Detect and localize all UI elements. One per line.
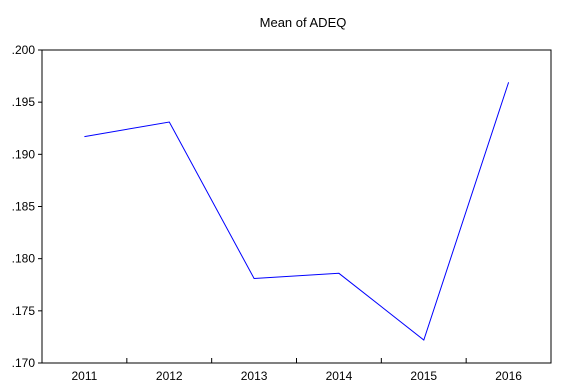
series-line <box>84 82 510 341</box>
series-group <box>84 82 510 341</box>
chart-title: Mean of ADEQ <box>260 15 347 30</box>
x-tick-label: 2016 <box>495 369 522 383</box>
y-tick-label: .175 <box>12 304 36 318</box>
x-tick-label: 2013 <box>241 369 268 383</box>
y-axis: .170 .175 .180 .185 .190 .195 .200 <box>12 43 42 370</box>
x-tick-label: 2015 <box>410 369 437 383</box>
y-tick-label: .185 <box>12 200 36 214</box>
x-tick-label: 2012 <box>156 369 183 383</box>
x-tick-label: 2014 <box>326 369 353 383</box>
y-tick-label: .180 <box>12 252 36 266</box>
plot-frame <box>41 49 552 364</box>
y-tick-label: .190 <box>12 147 36 161</box>
x-axis: 2011 2012 2013 2014 2015 2016 <box>72 358 522 383</box>
x-tick-label: 2011 <box>72 369 98 383</box>
y-tick-label: .200 <box>12 43 36 57</box>
y-tick-label: .195 <box>12 95 36 109</box>
y-tick-label: .170 <box>12 356 36 370</box>
